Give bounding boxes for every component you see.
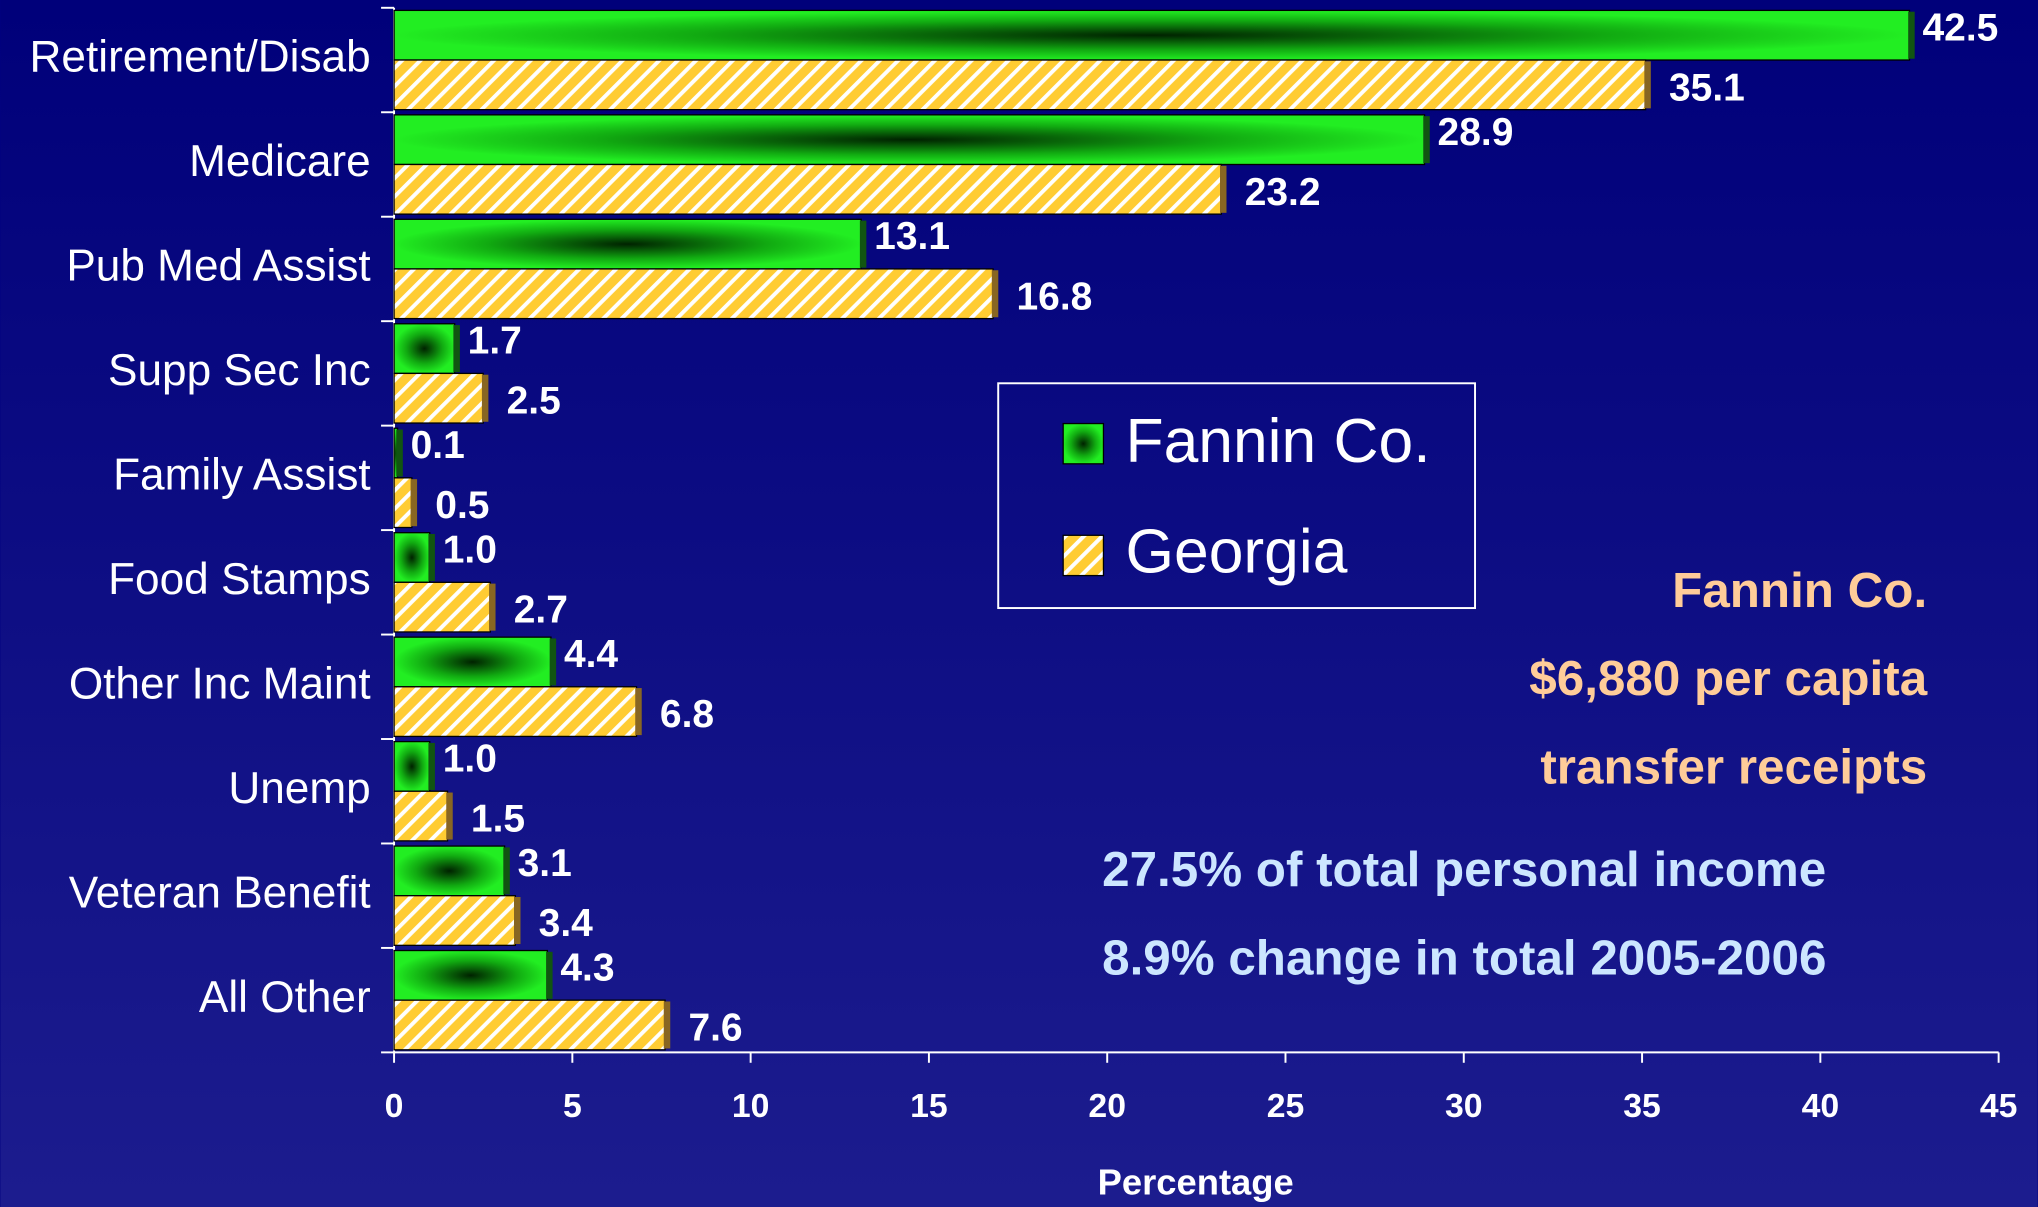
value-label: 28.9	[1438, 111, 1514, 154]
x-tick-label: 45	[1980, 1087, 2018, 1125]
value-label: 7.6	[688, 1006, 742, 1049]
bar	[393, 790, 449, 842]
bar	[393, 323, 456, 375]
value-label: 0.1	[411, 424, 465, 467]
value-label: 4.4	[564, 633, 618, 676]
value-label: 1.5	[471, 798, 525, 841]
bar	[393, 9, 1911, 61]
bar-edge	[546, 951, 553, 999]
value-label: 35.1	[1669, 66, 1745, 109]
bar	[393, 59, 1647, 111]
bar	[393, 372, 484, 424]
value-label: 13.1	[874, 215, 950, 258]
value-label: 0.5	[435, 484, 489, 527]
value-label: 1.0	[443, 529, 497, 572]
bar	[393, 999, 666, 1051]
bar-edge	[489, 583, 496, 631]
x-tick-label: 25	[1267, 1087, 1305, 1125]
bar-edge	[663, 1001, 671, 1049]
bar-edge	[396, 429, 403, 477]
annotation: 8.9% change in total 2005-2006	[1102, 930, 1826, 985]
bar-edge	[428, 742, 435, 790]
bar	[393, 949, 549, 1001]
bar-edge	[1908, 11, 1915, 59]
bar-edge	[503, 847, 510, 895]
bar-edge	[428, 533, 435, 582]
y-tick-label: Other Inc Maint	[69, 659, 371, 708]
bar-edge	[1423, 116, 1430, 164]
y-tick-label: Veteran Benefit	[69, 868, 371, 917]
bar-edge	[481, 374, 489, 422]
annotation: Fannin Co.	[1672, 563, 1927, 618]
bar	[393, 163, 1222, 215]
x-tick-label: 10	[732, 1087, 770, 1125]
x-tick-label: 5	[563, 1087, 582, 1125]
legend-swatch	[1062, 422, 1105, 465]
y-tick-label: Retirement/Disab	[30, 33, 371, 82]
bar	[393, 477, 413, 529]
legend-box	[997, 382, 1477, 610]
annotation: transfer receipts	[1540, 740, 1927, 795]
value-label: 2.5	[507, 380, 561, 423]
bar	[393, 845, 506, 897]
y-tick-label: Food Stamps	[108, 555, 371, 604]
value-label: 1.7	[468, 320, 522, 363]
bar	[393, 218, 862, 270]
value-label: 6.8	[660, 693, 714, 736]
x-axis-label: Percentage	[1098, 1162, 1294, 1203]
bar	[393, 532, 431, 583]
bar	[393, 268, 994, 320]
bar-edge	[549, 638, 557, 686]
legend-label: Georgia	[1126, 518, 1348, 587]
annotation: 27.5% of total personal income	[1102, 842, 1826, 897]
bar	[393, 895, 516, 946]
bar	[393, 740, 431, 792]
y-tick-label: Medicare	[189, 137, 371, 186]
bar-edge	[991, 270, 999, 318]
y-tick-label: Supp Sec Inc	[108, 346, 371, 395]
bar-edge	[410, 479, 418, 527]
value-label: 42.5	[1922, 6, 1998, 49]
value-label: 3.1	[518, 842, 572, 885]
value-label: 16.8	[1016, 275, 1092, 318]
bar-edge	[446, 792, 453, 840]
legend-label: Fannin Co.	[1126, 407, 1431, 476]
bar-edge	[1644, 61, 1651, 109]
y-tick-label: Unemp	[228, 764, 370, 813]
annotation: $6,880 per capita	[1529, 651, 1927, 706]
x-tick-label: 15	[910, 1087, 948, 1125]
bar-edge	[635, 688, 642, 736]
value-label: 1.0	[443, 738, 497, 781]
y-tick-label: Pub Med Assist	[66, 242, 370, 291]
value-label: 23.2	[1245, 171, 1321, 214]
bar-edge	[859, 220, 867, 268]
y-tick-label: Family Assist	[113, 451, 371, 500]
x-tick-label: 35	[1623, 1087, 1661, 1125]
value-label: 2.7	[514, 589, 568, 632]
value-label: 3.4	[539, 902, 593, 945]
x-tick-label: 0	[385, 1087, 404, 1125]
x-tick-label: 30	[1445, 1087, 1483, 1125]
bar	[393, 636, 552, 688]
y-tick-label: All Other	[199, 973, 371, 1022]
value-label: 4.3	[560, 946, 614, 989]
x-tick-label: 40	[1802, 1087, 1840, 1125]
bar	[393, 114, 1426, 166]
x-tick-label: 20	[1088, 1087, 1126, 1125]
bar	[393, 686, 638, 738]
bar	[393, 581, 491, 633]
bar-edge	[513, 896, 521, 945]
legend-swatch	[1062, 534, 1105, 577]
bar-edge	[453, 325, 460, 373]
bar-edge	[1220, 165, 1227, 213]
